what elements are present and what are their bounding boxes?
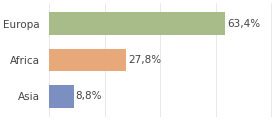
Text: 27,8%: 27,8% bbox=[129, 55, 162, 65]
Text: 63,4%: 63,4% bbox=[227, 18, 260, 29]
Bar bbox=[49, 12, 225, 35]
Bar bbox=[49, 85, 74, 108]
Bar bbox=[49, 49, 126, 71]
Text: 8,8%: 8,8% bbox=[76, 91, 102, 102]
